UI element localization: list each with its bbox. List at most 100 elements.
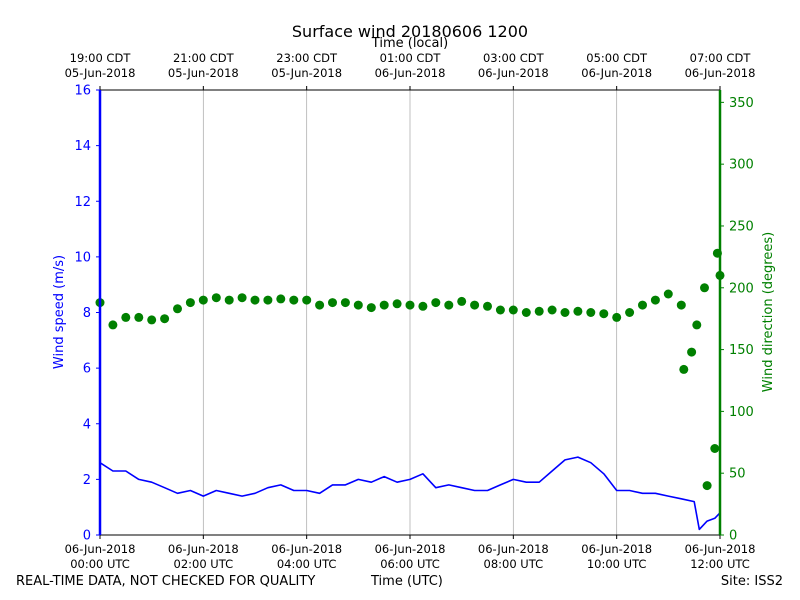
wind-direction-point-43 xyxy=(650,295,660,305)
wind-direction-point-11 xyxy=(237,293,247,303)
y-tick-label-right-1: 50 xyxy=(729,467,746,482)
wind-direction-point-15 xyxy=(289,295,299,305)
wind-direction-point-17 xyxy=(315,300,325,310)
wind-direction-point-47 xyxy=(687,347,697,357)
x-tick-label-top-date-4: 06-Jun-2018 xyxy=(478,66,549,80)
x-tick-label-bottom-time-2: 04:00 UTC xyxy=(277,557,337,571)
wind-direction-point-49 xyxy=(700,283,709,293)
x-tick-label-top-time-6: 07:00 CDT xyxy=(690,51,752,65)
wind-direction-point-36 xyxy=(560,308,570,317)
wind-direction-point-16 xyxy=(302,295,312,305)
x-tick-label-top-time-5: 05:00 CDT xyxy=(586,51,648,65)
wind-direction-point-12 xyxy=(250,295,260,305)
x-tick-label-top-date-1: 05-Jun-2018 xyxy=(168,66,239,80)
wind-direction-point-10 xyxy=(224,295,234,305)
x-tick-label-bottom-date-2: 06-Jun-2018 xyxy=(271,542,342,556)
y-tick-label-left-3: 6 xyxy=(83,362,91,377)
wind-direction-point-50 xyxy=(702,481,712,491)
y-tick-label-left-0: 0 xyxy=(83,529,91,544)
y-tick-label-left-1: 2 xyxy=(83,473,91,488)
x-tick-label-bottom-time-1: 02:00 UTC xyxy=(174,557,234,571)
wind-direction-point-39 xyxy=(599,309,609,319)
wind-direction-point-41 xyxy=(625,308,635,317)
wind-direction-point-4 xyxy=(147,315,157,325)
wind-direction-point-48 xyxy=(692,320,702,330)
x-tick-label-top-time-4: 03:00 CDT xyxy=(483,51,545,65)
wind-direction-point-24 xyxy=(405,300,415,310)
wind-direction-point-32 xyxy=(508,305,518,315)
wind-direction-point-29 xyxy=(470,300,480,310)
x-tick-label-bottom-time-5: 10:00 UTC xyxy=(587,557,647,571)
quality-disclaimer: REAL-TIME DATA, NOT CHECKED FOR QUALITY xyxy=(16,574,316,589)
x-tick-label-bottom-time-0: 00:00 UTC xyxy=(70,557,130,571)
y-tick-label-left-8: 16 xyxy=(74,84,91,99)
wind-direction-point-42 xyxy=(638,300,647,310)
plot-area xyxy=(95,248,725,531)
y-tick-label-right-6: 300 xyxy=(729,158,754,173)
x-tick-label-bottom-date-5: 06-Jun-2018 xyxy=(581,542,652,556)
wind-direction-point-3 xyxy=(134,312,144,322)
x-tick-label-bottom-date-3: 06-Jun-2018 xyxy=(375,542,446,556)
y-tick-label-right-7: 350 xyxy=(729,96,754,111)
wind-direction-point-7 xyxy=(185,298,195,308)
y-tick-label-left-5: 10 xyxy=(74,250,91,265)
x-tick-label-bottom-time-3: 06:00 UTC xyxy=(380,557,440,571)
right-axis-label: Wind direction (degrees) xyxy=(761,232,776,392)
x-tick-label-bottom-time-4: 08:00 UTC xyxy=(484,557,544,571)
wind-direction-point-26 xyxy=(431,298,441,308)
x-tick-label-top-date-2: 05-Jun-2018 xyxy=(271,66,342,80)
y-tick-label-right-0: 0 xyxy=(729,529,737,544)
wind-direction-point-31 xyxy=(495,305,505,315)
wind-direction-point-30 xyxy=(483,301,492,311)
x-tick-label-bottom-date-1: 06-Jun-2018 xyxy=(168,542,239,556)
wind-direction-point-20 xyxy=(353,300,363,310)
wind-direction-point-13 xyxy=(263,295,273,305)
x-tick-label-bottom-date-6: 06-Jun-2018 xyxy=(685,542,756,556)
wind-direction-point-19 xyxy=(340,298,350,308)
wind-direction-point-1 xyxy=(108,320,118,330)
wind-direction-point-9 xyxy=(211,293,221,303)
x-tick-label-bottom-date-4: 06-Jun-2018 xyxy=(478,542,549,556)
site-label: Site: ISS2 xyxy=(720,574,783,589)
x-tick-label-bottom-time-6: 12:00 UTC xyxy=(690,557,750,571)
wind-direction-point-8 xyxy=(198,295,208,305)
x-tick-label-top-date-0: 05-Jun-2018 xyxy=(65,66,136,80)
wind-direction-point-2 xyxy=(121,312,131,322)
bottom-axis-label: Time (UTC) xyxy=(371,574,443,589)
x-tick-label-top-time-0: 19:00 CDT xyxy=(70,51,132,65)
wind-direction-point-44 xyxy=(663,289,673,299)
x-tick-label-top-date-6: 06-Jun-2018 xyxy=(685,66,756,80)
y-tick-label-left-2: 4 xyxy=(83,417,91,432)
wind-direction-point-21 xyxy=(366,303,376,313)
top-axis-label: Time (local) xyxy=(371,36,448,51)
wind-direction-point-46 xyxy=(679,364,689,374)
x-tick-label-top-time-1: 21:00 CDT xyxy=(173,51,235,65)
wind-direction-point-27 xyxy=(444,300,454,310)
x-tick-label-top-date-3: 06-Jun-2018 xyxy=(375,66,446,80)
x-tick-label-top-time-3: 01:00 CDT xyxy=(380,51,442,65)
wind-direction-point-35 xyxy=(547,305,557,315)
y-tick-label-left-6: 12 xyxy=(74,195,91,210)
wind-direction-point-33 xyxy=(521,308,531,317)
y-tick-label-left-4: 8 xyxy=(83,306,91,321)
x-tick-label-top-time-2: 23:00 CDT xyxy=(276,51,338,65)
y-tick-label-right-4: 200 xyxy=(729,281,754,296)
y-tick-label-right-2: 100 xyxy=(729,405,754,420)
chart-title: Surface wind 20180606 1200 xyxy=(292,22,528,41)
wind-direction-point-22 xyxy=(379,300,389,310)
wind-direction-point-23 xyxy=(392,299,402,309)
wind-direction-point-14 xyxy=(276,294,286,304)
wind-speed-line xyxy=(99,456,721,531)
y-tick-label-right-5: 250 xyxy=(729,219,754,234)
wind-direction-point-25 xyxy=(418,301,428,311)
x-tick-label-top-date-5: 06-Jun-2018 xyxy=(581,66,652,80)
left-axis-label: Wind speed (m/s) xyxy=(52,255,67,369)
wind-direction-point-38 xyxy=(586,308,596,317)
x-tick-label-bottom-date-0: 06-Jun-2018 xyxy=(65,542,136,556)
wind-direction-point-45 xyxy=(676,300,686,310)
wind-direction-point-51 xyxy=(710,444,720,453)
wind-direction-point-5 xyxy=(160,314,170,324)
wind-direction-point-40 xyxy=(612,312,622,322)
